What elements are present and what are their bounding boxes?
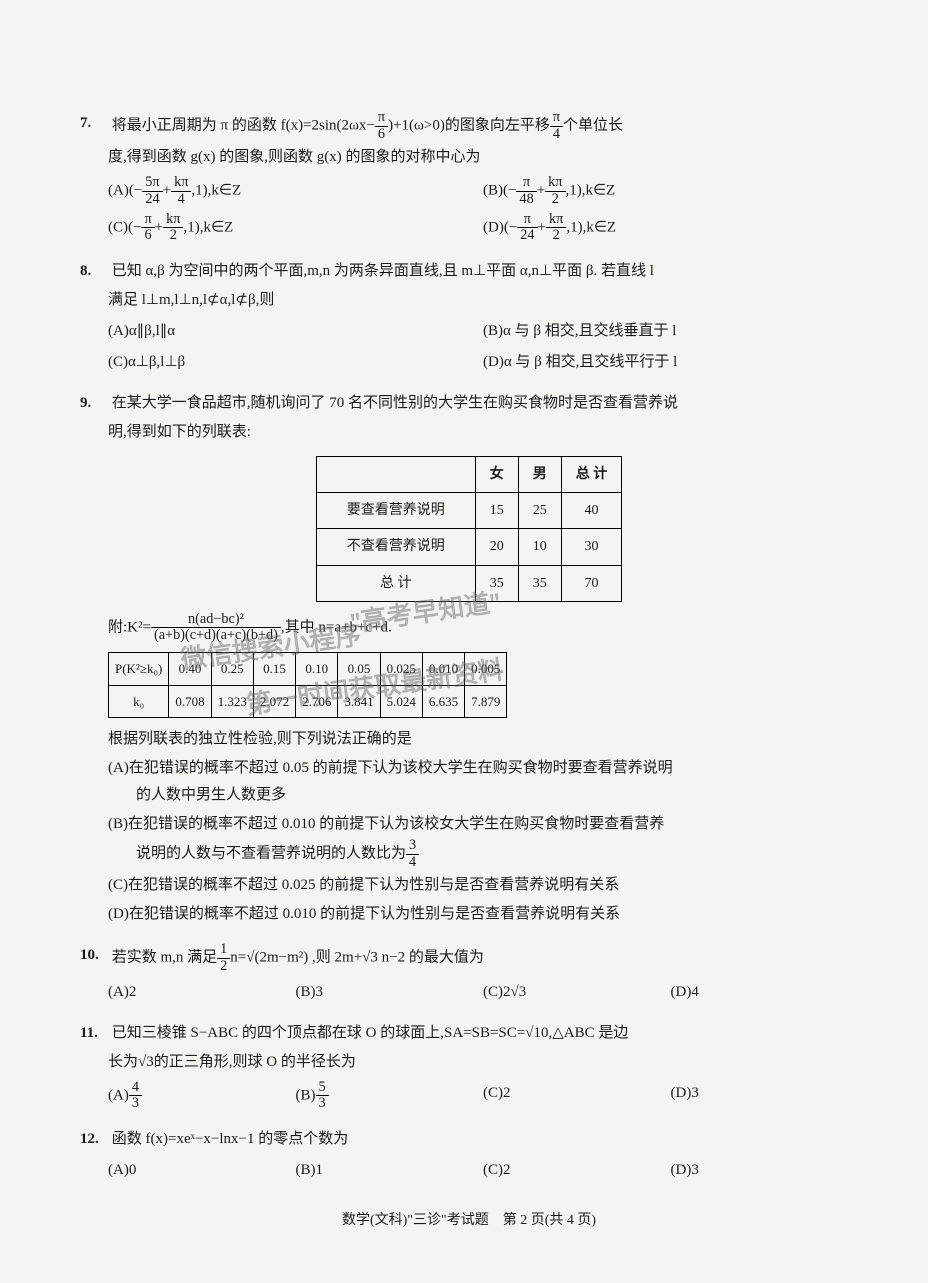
q9-follow-text: 根据列联表的独立性检验,则下列说法正确的是 xyxy=(80,726,858,753)
q9-th-total: 总 计 xyxy=(561,457,622,493)
q8-option-b: (B)α 与 β 相交,且交线垂直于 l xyxy=(483,318,858,345)
question-10: 10. 若实数 m,n 满足12n=√(2m−m²) ,则 2m+√3 n−2 … xyxy=(80,942,858,1005)
q9-number: 9. xyxy=(80,390,108,417)
q7-option-c: (C)(−π6+kπ2,1),k∈Z xyxy=(108,212,483,244)
q8-option-d: (D)α 与 β 相交,且交线平行于 l xyxy=(483,349,858,376)
q7-option-b: (B)(−π48+kπ2,1),k∈Z xyxy=(483,175,858,207)
q10-option-d: (D)4 xyxy=(671,979,859,1006)
q9-k-table: P(K²≥k₀) 0.40 0.25 0.15 0.10 0.05 0.025 … xyxy=(108,652,507,718)
table-row: 要查看营养说明 15 25 40 xyxy=(316,493,622,529)
q12-option-b: (B)1 xyxy=(296,1157,484,1184)
q9-option-d: (D)在犯错误的概率不超过 0.010 的前提下认为性别与是否查看营养说明有关系 xyxy=(80,901,858,928)
q11-option-c: (C)2 xyxy=(483,1080,671,1112)
q12-option-d: (D)3 xyxy=(671,1157,859,1184)
q9-th-blank xyxy=(316,457,475,493)
q7-text-a: 将最小正周期为 π 的函数 f(x)=2sin(2ωx− xyxy=(112,118,375,134)
q9-stem-line2: 明,得到如下的列联表: xyxy=(80,419,858,446)
q9-option-a-line2: 的人数中男生人数更多 xyxy=(80,782,858,809)
q9-option-a-line1: (A)在犯错误的概率不超过 0.05 的前提下认为该校大学生在购买食物时要查看营… xyxy=(80,755,858,782)
frac-pi6: π6 xyxy=(375,110,388,142)
table-row: k₀ 0.708 1.323 2.072 2.706 3.841 5.024 6… xyxy=(109,685,507,717)
q11-option-a: (A)43 xyxy=(108,1080,296,1112)
q7-stem-line2: 度,得到函数 g(x) 的图象,则函数 g(x) 的图象的对称中心为 xyxy=(80,144,858,171)
q12-option-c: (C)2 xyxy=(483,1157,671,1184)
q10-option-a: (A)2 xyxy=(108,979,296,1006)
q10-option-b: (B)3 xyxy=(296,979,484,1006)
q12-number: 12. xyxy=(80,1126,108,1153)
q9-th-male: 男 xyxy=(518,457,561,493)
q7-text-c: 个单位长 xyxy=(563,118,623,134)
question-12: 12. 函数 f(x)=xeˣ−x−lnx−1 的零点个数为 (A)0 (B)1… xyxy=(80,1126,858,1184)
frac-pi4: π4 xyxy=(550,110,563,142)
q8-option-a: (A)α∥β,l∥α xyxy=(108,318,483,345)
q10-number: 10. xyxy=(80,942,108,969)
q11-option-b: (B)53 xyxy=(296,1080,484,1112)
q7-stem: 将最小正周期为 π 的函数 f(x)=2sin(2ωx−π6)+1(ω>0)的图… xyxy=(112,110,858,142)
page-footer: 数学(文科)"三诊"考试题 第 2 页(共 4 页) xyxy=(80,1208,858,1233)
table-row: 总 计 35 35 70 xyxy=(316,565,622,601)
q9-contingency-table: 女 男 总 计 要查看营养说明 15 25 40 不查看营养说明 20 10 3… xyxy=(316,456,623,602)
q7-number: 7. xyxy=(80,110,108,137)
q8-number: 8. xyxy=(80,258,108,285)
q10-stem: 若实数 m,n 满足12n=√(2m−m²) ,则 2m+√3 n−2 的最大值… xyxy=(112,942,858,974)
q9-formula: 附:K²=n(ad−bc)²(a+b)(c+d)(a+c)(b+d),其中 n=… xyxy=(80,612,858,644)
question-11: 11. 已知三棱锥 S−ABC 的四个顶点都在球 O 的球面上,SA=SB=SC… xyxy=(80,1020,858,1112)
q9-option-b-line1: (B)在犯错误的概率不超过 0.010 的前提下认为该校女大学生在购买食物时要查… xyxy=(80,811,858,838)
q10-option-c: (C)2√3 xyxy=(483,979,671,1006)
q12-stem: 函数 f(x)=xeˣ−x−lnx−1 的零点个数为 xyxy=(112,1126,858,1153)
q9-option-c: (C)在犯错误的概率不超过 0.025 的前提下认为性别与是否查看营养说明有关系 xyxy=(80,872,858,899)
table-row: 不查看营养说明 20 10 30 xyxy=(316,529,622,565)
question-8: 8. 已知 α,β 为空间中的两个平面,m,n 为两条异面直线,且 m⊥平面 α… xyxy=(80,258,858,376)
q11-stem: 已知三棱锥 S−ABC 的四个顶点都在球 O 的球面上,SA=SB=SC=√10… xyxy=(112,1020,858,1047)
q11-option-d: (D)3 xyxy=(671,1080,859,1112)
table-row: P(K²≥k₀) 0.40 0.25 0.15 0.10 0.05 0.025 … xyxy=(109,653,507,685)
q7-text-b: )+1(ω>0)的图象向左平移 xyxy=(388,118,550,134)
q11-number: 11. xyxy=(80,1020,108,1047)
q12-option-a: (A)0 xyxy=(108,1157,296,1184)
q8-stem-line2: 满足 l⊥m,l⊥n,l⊄α,l⊄β,则 xyxy=(80,287,858,314)
q8-option-c: (C)α⊥β,l⊥β xyxy=(108,349,483,376)
q11-stem-line2: 长为√3的正三角形,则球 O 的半径长为 xyxy=(80,1049,858,1076)
question-9: 9. 在某大学一食品超市,随机询问了 70 名不同性别的大学生在购买食物时是否查… xyxy=(80,390,858,928)
q9-th-female: 女 xyxy=(475,457,518,493)
q7-option-a: (A)(−5π24+kπ4,1),k∈Z xyxy=(108,175,483,207)
q7-option-d: (D)(−π24+kπ2,1),k∈Z xyxy=(483,212,858,244)
q8-stem: 已知 α,β 为空间中的两个平面,m,n 为两条异面直线,且 m⊥平面 α,n⊥… xyxy=(112,258,858,285)
table-row: 女 男 总 计 xyxy=(316,457,622,493)
question-7: 7. 将最小正周期为 π 的函数 f(x)=2sin(2ωx−π6)+1(ω>0… xyxy=(80,110,858,244)
q9-stem: 在某大学一食品超市,随机询问了 70 名不同性别的大学生在购买食物时是否查看营养… xyxy=(112,390,858,417)
q9-option-b-line2: 说明的人数与不查看营养说明的人数比为34 xyxy=(80,838,858,870)
